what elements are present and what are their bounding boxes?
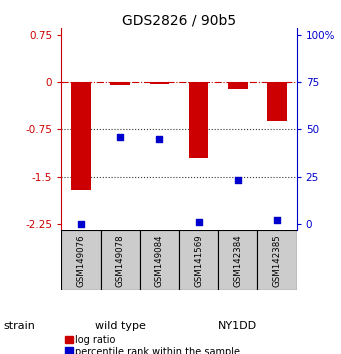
Bar — [228, 82, 248, 90]
Text: GSM141569: GSM141569 — [194, 234, 203, 286]
Point — [78, 221, 84, 227]
Text: percentile rank within the sample: percentile rank within the sample — [75, 347, 240, 354]
Bar — [267, 82, 287, 121]
Point — [235, 177, 240, 183]
Bar — [189, 82, 208, 158]
Text: log ratio: log ratio — [75, 335, 115, 345]
Point — [274, 217, 280, 223]
Point — [117, 134, 123, 139]
Text: GSM142385: GSM142385 — [272, 234, 282, 287]
Bar — [150, 82, 169, 84]
Text: GSM149084: GSM149084 — [155, 234, 164, 286]
Bar — [179, 230, 218, 290]
Text: GSM149076: GSM149076 — [76, 234, 86, 286]
Bar — [140, 230, 179, 290]
Bar — [61, 230, 101, 290]
Text: GSM149078: GSM149078 — [116, 234, 125, 286]
Text: GSM142384: GSM142384 — [233, 234, 242, 287]
Bar — [110, 82, 130, 85]
Point — [157, 136, 162, 142]
Bar — [101, 230, 140, 290]
Bar — [257, 230, 297, 290]
Point — [196, 219, 201, 225]
Bar — [218, 230, 257, 290]
Text: wild type: wild type — [95, 321, 146, 331]
Title: GDS2826 / 90b5: GDS2826 / 90b5 — [122, 13, 236, 27]
Bar — [71, 82, 91, 190]
Text: strain: strain — [3, 321, 35, 331]
Text: NY1DD: NY1DD — [218, 321, 257, 331]
